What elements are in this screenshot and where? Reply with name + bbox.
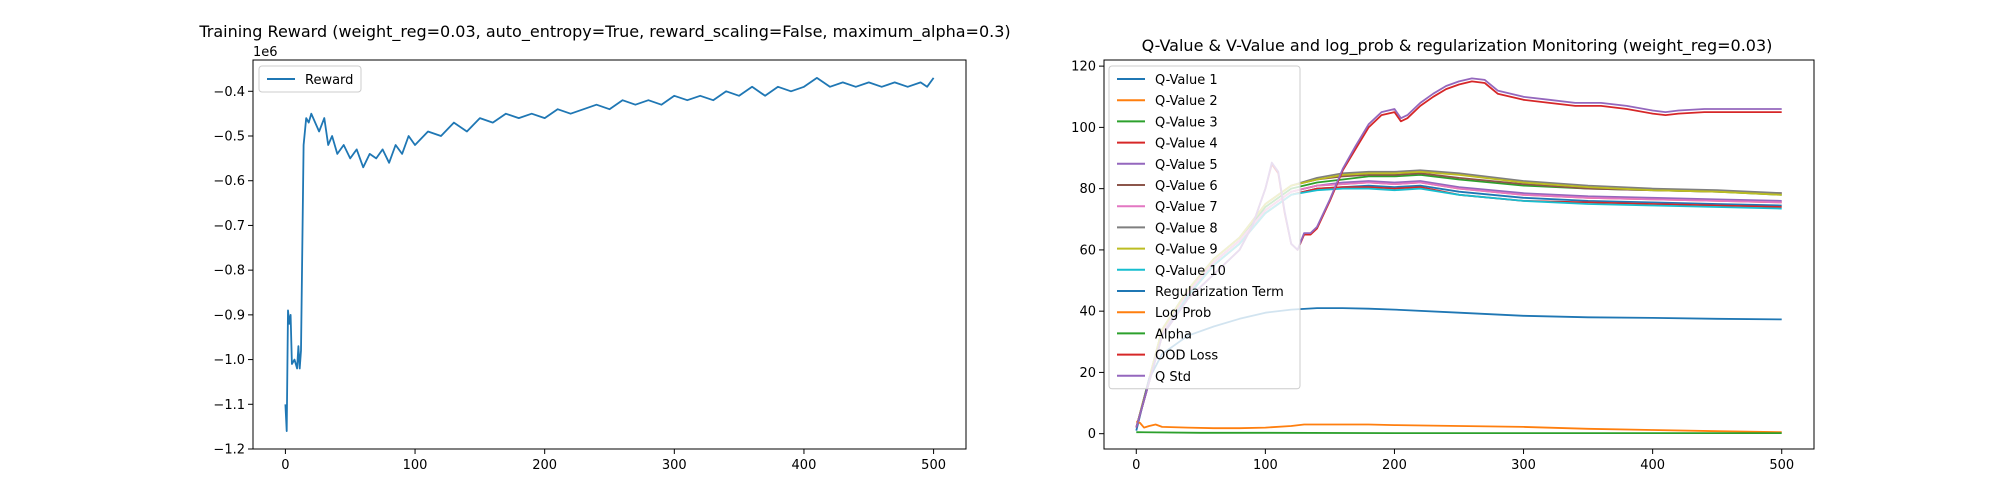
qvalue-legend-label: Q-Value 1 — [1155, 73, 1218, 88]
qvalue-series-line-12 — [1135, 420, 1782, 434]
reward-x-tick-label: 200 — [532, 458, 557, 473]
qvalue-x-tick-label: 100 — [1253, 458, 1278, 473]
reward-y-tick-label: −0.5 — [213, 130, 245, 145]
qvalue-legend-label: Q-Value 6 — [1155, 179, 1218, 194]
qvalue-legend-label: Q-Value 7 — [1155, 200, 1218, 215]
qvalue-y-tick-label: 60 — [1079, 243, 1096, 258]
qvalue-chart: Q-Value & V-Value and log_prob & regular… — [1071, 36, 1815, 473]
qvalue-legend-frame — [1108, 65, 1301, 390]
qvalue-y-tick-label: 100 — [1071, 121, 1096, 136]
qvalue-x-tick-label: 0 — [1132, 458, 1140, 473]
reward-chart-offset-text: 1e6 — [253, 45, 278, 60]
reward-y-tick-label: −0.9 — [213, 308, 245, 323]
qvalue-legend-label: OOD Loss — [1155, 349, 1218, 364]
reward-x-tick-label: 300 — [662, 458, 687, 473]
qvalue-legend-label: Q-Value 2 — [1155, 94, 1218, 109]
reward-chart: Training Reward (weight_reg=0.03, auto_e… — [198, 22, 1010, 473]
qvalue-x-tick-label: 400 — [1640, 458, 1665, 473]
qvalue-y-tick-label: 120 — [1071, 60, 1096, 75]
qvalue-axes: 0 100 200 300 400 500 0 20 40 60 80 100 120 — [1071, 59, 1815, 473]
qvalue-series-line-13 — [1136, 431, 1782, 435]
qvalue-legend-label: Q-Value 9 — [1155, 243, 1218, 258]
reward-y-tick-label: −1.0 — [213, 353, 245, 368]
reward-x-tick-label: 0 — [281, 458, 289, 473]
qvalue-x-tick-label: 200 — [1382, 458, 1407, 473]
qvalue-x-tick-label: 300 — [1511, 458, 1536, 473]
reward-y-tick-label: −0.7 — [213, 219, 245, 234]
qvalue-y-tick-label: 80 — [1079, 182, 1096, 197]
qvalue-legend-label: Q-Value 3 — [1155, 115, 1218, 130]
qvalue-legend-label: Q-Value 10 — [1155, 264, 1226, 279]
qvalue-y-tick-label: 40 — [1079, 305, 1096, 320]
qvalue-legend-label: Log Prob — [1155, 306, 1211, 321]
reward-legend-label: Reward — [305, 73, 353, 88]
reward-y-tick-label: −0.8 — [213, 264, 245, 279]
reward-series-line-1 — [284, 77, 935, 433]
qvalue-legend-label: Regularization Term — [1155, 285, 1284, 300]
reward-legend: Reward — [258, 65, 362, 93]
qvalue-legend-label: Q-Value 8 — [1155, 221, 1218, 236]
qvalue-legend-label: Q-Value 4 — [1155, 137, 1218, 152]
qvalue-x-tick-label: 500 — [1769, 458, 1794, 473]
reward-chart-title: Training Reward (weight_reg=0.03, auto_e… — [198, 22, 1010, 42]
qvalue-plot-frame — [1103, 59, 1815, 450]
reward-y-tick-label: −1.1 — [213, 398, 245, 413]
qvalue-legend-label: Alpha — [1155, 327, 1192, 342]
qvalue-chart-title: Q-Value & V-Value and log_prob & regular… — [1142, 36, 1773, 56]
qvalue-y-tick-label: 0 — [1088, 427, 1096, 442]
reward-y-tick-label: −0.6 — [213, 174, 245, 189]
qvalue-legend-label: Q Std — [1155, 370, 1191, 385]
qvalue-legend-label: Q-Value 5 — [1155, 158, 1218, 173]
reward-y-tick-label: −0.4 — [213, 85, 245, 100]
reward-x-tick-label: 400 — [792, 458, 817, 473]
qvalue-legend: Q-Value 1 Q-Value 2 Q-Value 3 Q-Value 4 Q-Va… — [1108, 65, 1301, 390]
reward-series — [284, 77, 935, 433]
reward-y-tick-label: −1.2 — [213, 443, 245, 458]
reward-legend-frame — [258, 65, 362, 93]
reward-x-tick-label: 500 — [921, 458, 946, 473]
reward-x-tick-label: 100 — [403, 458, 428, 473]
reward-axes: 0 100 200 300 400 500 −1.2 −1.1 −1.0 −0.9 −0.8 −0.7… — [213, 59, 967, 473]
reward-plot-frame — [252, 59, 967, 450]
qvalue-y-tick-label: 20 — [1079, 366, 1096, 381]
